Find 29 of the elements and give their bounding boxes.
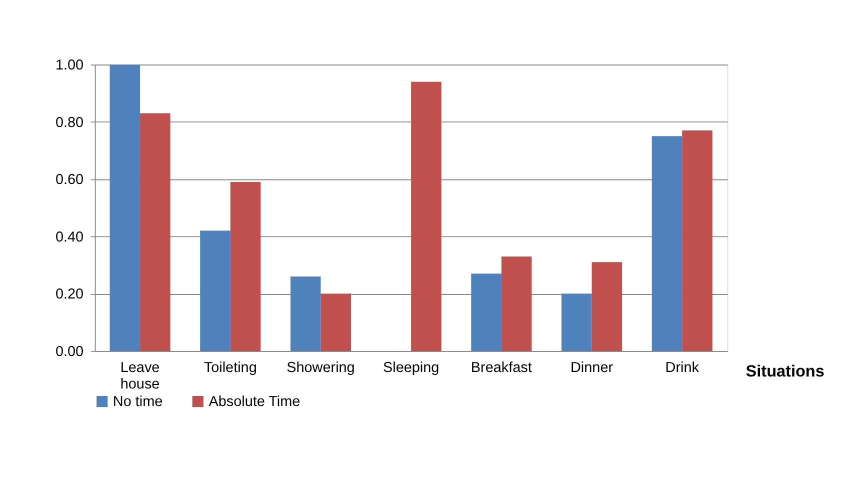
x-tick-label: Sleeping [382, 360, 440, 376]
bar [200, 230, 230, 351]
y-tick-label: 1.00 [55, 58, 84, 74]
y-tick-label: 0.20 [55, 286, 84, 303]
x-tick-label: Breakfast [470, 360, 532, 376]
bar [592, 262, 622, 351]
x-axis-title: Situations [746, 362, 824, 381]
bar [471, 274, 502, 351]
x-tick-label: Dinner [570, 360, 614, 376]
bar [230, 182, 261, 351]
x-tick-label: Showering [286, 360, 355, 376]
bar [320, 294, 351, 351]
x-tick-label: Leave house [120, 360, 160, 392]
bar [140, 113, 170, 351]
bar [682, 130, 712, 351]
x-tick-label: Toileting [204, 360, 257, 376]
bar [411, 82, 442, 351]
y-tick-label: 0.80 [55, 114, 84, 131]
bar [501, 256, 532, 351]
y-tick-label: 0.60 [55, 172, 84, 188]
bar [110, 64, 140, 351]
y-tick-label: 0.40 [55, 229, 84, 246]
x-tick-label: Drink [665, 360, 700, 376]
legend-label: No time [112, 394, 163, 410]
bar [562, 294, 592, 351]
bar [290, 276, 321, 351]
y-tick-label: 0.00 [55, 344, 84, 360]
legend-label: Absolute Time [208, 394, 300, 410]
bar [652, 136, 682, 351]
